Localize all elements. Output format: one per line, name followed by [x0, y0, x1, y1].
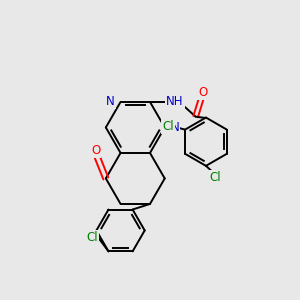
Text: NH: NH	[166, 95, 184, 108]
Text: N: N	[171, 121, 179, 134]
Text: Cl: Cl	[209, 170, 220, 184]
Text: N: N	[106, 95, 115, 108]
Text: Cl: Cl	[162, 120, 174, 133]
Text: O: O	[198, 86, 208, 99]
Text: Cl: Cl	[86, 231, 98, 244]
Text: O: O	[91, 144, 100, 157]
